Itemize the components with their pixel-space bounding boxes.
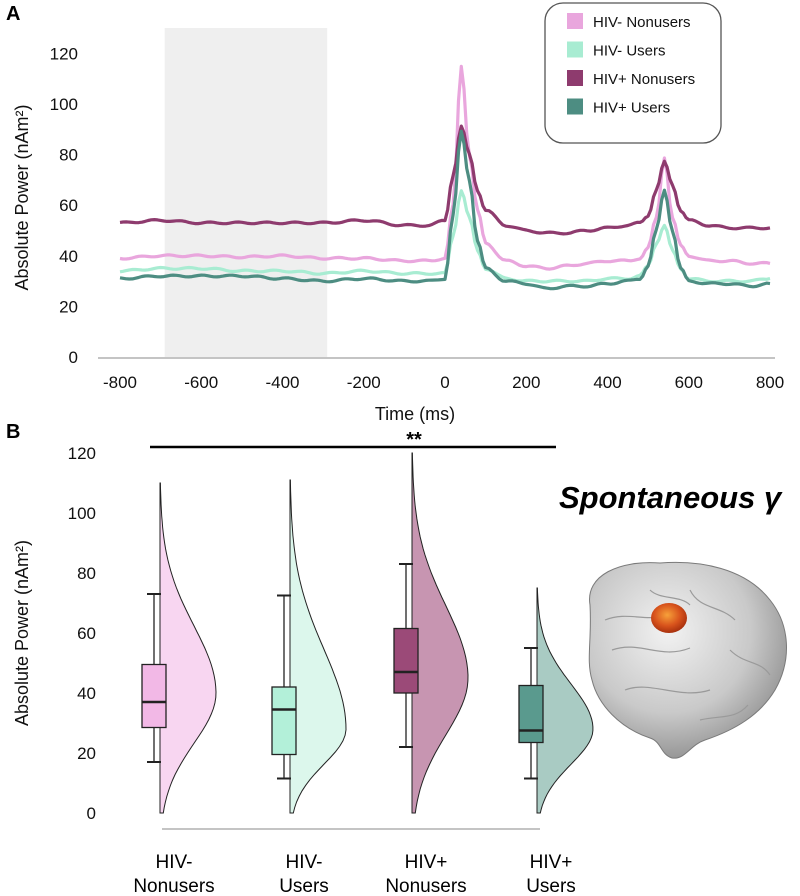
group-2 bbox=[393, 452, 469, 814]
y-axis-label: Absolute Power (nAm²) bbox=[12, 540, 32, 726]
x-tick-labels: -800 -600 -400 -200 0 200 400 600 800 bbox=[103, 373, 784, 392]
y-axis-label: Absolute Power (nAm²) bbox=[12, 104, 32, 290]
box bbox=[518, 684, 544, 744]
y-tick-label: 60 bbox=[77, 624, 96, 643]
x-tick-label: -800 bbox=[103, 373, 137, 392]
legend-swatch bbox=[567, 70, 583, 86]
x-axis-label: Time (ms) bbox=[375, 404, 455, 424]
legend-label: HIV- Nonusers bbox=[593, 14, 691, 31]
y-tick-label: 100 bbox=[68, 504, 96, 523]
y-tick-labels: 0 20 40 60 80 100 120 bbox=[68, 444, 96, 823]
group-0 bbox=[141, 482, 217, 814]
y-tick-label: 80 bbox=[59, 146, 78, 165]
category-label: HIV+ Users bbox=[526, 852, 576, 896]
violin bbox=[411, 452, 469, 814]
violin bbox=[536, 587, 594, 814]
side-title: Spontaneous γ bbox=[559, 480, 783, 515]
legend-box bbox=[544, 2, 722, 144]
y-tick-label: 120 bbox=[68, 444, 96, 463]
y-tick-label: 0 bbox=[87, 804, 96, 823]
y-tick-label: 80 bbox=[77, 564, 96, 583]
y-tick-label: 100 bbox=[50, 95, 78, 114]
box bbox=[271, 686, 297, 756]
y-tick-label: 40 bbox=[59, 247, 78, 266]
significance-label: ** bbox=[406, 429, 422, 451]
line-series-group bbox=[119, 64, 771, 291]
series-line bbox=[119, 189, 771, 284]
legend-swatch bbox=[567, 41, 583, 58]
legend-label: HIV- Users bbox=[593, 43, 666, 60]
series-line bbox=[119, 129, 771, 291]
category-label: HIV-Nonusers bbox=[133, 852, 214, 896]
x-tick-label: -200 bbox=[347, 373, 381, 392]
y-tick-label: 120 bbox=[50, 44, 78, 63]
y-tick-label: 20 bbox=[77, 744, 96, 763]
y-tick-labels: 0 20 40 60 80 100 120 bbox=[50, 44, 78, 367]
panel-b-label: B bbox=[6, 421, 20, 443]
violin bbox=[159, 482, 217, 814]
y-tick-label: 40 bbox=[77, 684, 96, 703]
raincloud-chart: ** 0 20 40 60 80 100 120 HIV-Nonusers HIV-Users… bbox=[12, 429, 594, 896]
category-label: HIV+ Nonusers bbox=[385, 852, 466, 896]
legend: HIV- Nonusers HIV- Users HIV+ Nonusers HIV+… bbox=[544, 2, 722, 144]
panel-a-label: A bbox=[6, 3, 20, 25]
series-line bbox=[119, 124, 771, 236]
category-labels: HIV-Nonusers HIV-Users HIV+ Nonusers HIV+ Use… bbox=[133, 852, 575, 896]
legend-swatch bbox=[567, 13, 583, 29]
x-tick-label: 800 bbox=[756, 373, 784, 392]
brain-illustration bbox=[588, 561, 787, 759]
legend-swatch bbox=[567, 98, 583, 115]
y-tick-label: 20 bbox=[59, 297, 78, 316]
box bbox=[141, 663, 167, 729]
group-1 bbox=[271, 479, 347, 814]
x-tick-label: -600 bbox=[184, 373, 218, 392]
group-marks bbox=[141, 452, 594, 814]
box bbox=[393, 627, 419, 694]
baseline-shaded-region bbox=[164, 28, 328, 357]
y-tick-label: 60 bbox=[59, 196, 78, 215]
legend-label: HIV+ Nonusers bbox=[593, 71, 695, 88]
x-tick-label: 600 bbox=[675, 373, 703, 392]
series-line bbox=[119, 64, 771, 271]
violin bbox=[289, 479, 347, 814]
line-chart: 0 20 40 60 80 100 120 -800 -600 -400 -200 0 200 400 6… bbox=[12, 2, 784, 424]
y-tick-label: 0 bbox=[69, 348, 78, 367]
legend-label: HIV+ Users bbox=[593, 100, 670, 117]
group-3 bbox=[518, 587, 594, 814]
x-tick-label: 400 bbox=[593, 373, 621, 392]
x-tick-label: 0 bbox=[440, 373, 449, 392]
category-label: HIV-Users bbox=[279, 852, 329, 896]
x-tick-label: 200 bbox=[512, 373, 540, 392]
x-tick-label: -400 bbox=[265, 373, 299, 392]
